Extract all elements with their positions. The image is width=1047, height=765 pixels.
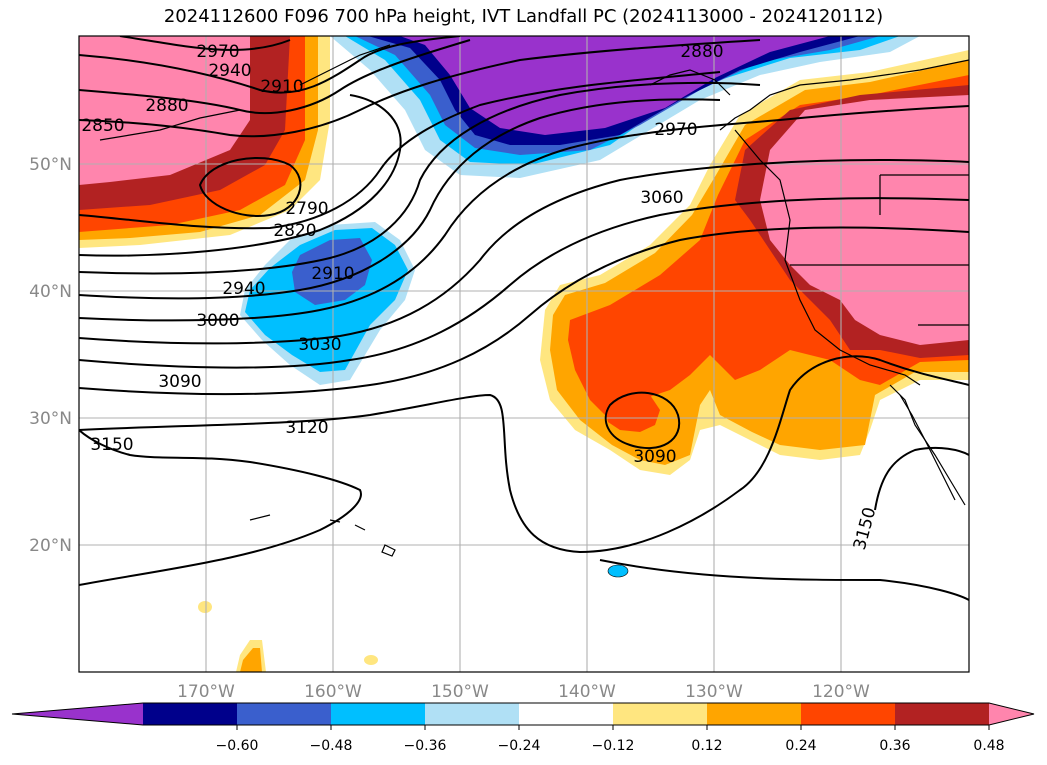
lat-label: 30°N — [29, 409, 72, 429]
colorbar-tick-label: −0.60 — [216, 738, 259, 754]
colorbar-segment — [425, 703, 520, 725]
lon-label: 150°W — [431, 682, 489, 702]
colorbar-segment — [331, 703, 426, 725]
contour-label: 3090 — [158, 372, 201, 392]
colorbar-tick-label: 0.12 — [691, 738, 722, 754]
map-border — [78, 35, 970, 673]
contour-label: 2910 — [311, 264, 354, 284]
contour-label: 3060 — [640, 188, 683, 208]
latitude-labels: 50°N 40°N 30°N 20°N — [29, 155, 72, 556]
contour-label: 3120 — [285, 418, 328, 438]
colorbar-tick-label: −0.24 — [498, 738, 541, 754]
contour-label: 2970 — [654, 120, 697, 140]
colorbar-segment — [519, 703, 614, 725]
contour-label: 2880 — [680, 42, 723, 62]
lon-label: 170°W — [177, 682, 235, 702]
colorbar-segment — [613, 703, 708, 725]
colorbar-tick-label: −0.36 — [404, 738, 447, 754]
colorbar-segment — [143, 703, 238, 725]
colorbar: −0.60 −0.48 −0.36 −0.24 −0.12 0.12 0.24 0.36 0.4… — [11, 702, 1035, 754]
contour-label: 3000 — [196, 311, 239, 331]
lat-label: 40°N — [29, 282, 72, 302]
ivt-small-features — [198, 564, 629, 672]
contour-label: 2880 — [145, 96, 188, 116]
height-contours — [79, 36, 969, 601]
colorbar-tick-label: −0.12 — [592, 738, 635, 754]
lat-label: 20°N — [29, 536, 72, 556]
contour-label: 2820 — [273, 221, 316, 241]
colorbar-max-extension — [989, 703, 1034, 725]
colorbar-outline — [11, 702, 1035, 726]
colorbar-segment — [895, 703, 990, 725]
lon-label: 130°W — [685, 682, 743, 702]
contour-label: 2940 — [222, 279, 265, 299]
map-panel: 2970 2940 2910 2880 2850 2790 2820 2910 … — [79, 36, 969, 672]
contour-label: 2910 — [260, 77, 303, 97]
contour-label: 2940 — [208, 61, 251, 81]
colorbar-segment — [707, 703, 802, 725]
colorbar-tick-label: 0.48 — [973, 738, 1004, 754]
longitude-labels: 170°W 160°W 150°W 140°W 130°W 120°W — [177, 682, 870, 702]
ivt-positive-east-region — [540, 50, 969, 475]
colorbar-tick-label: 0.36 — [879, 738, 910, 754]
lon-label: 120°W — [812, 682, 870, 702]
contour-label: 3090 — [633, 447, 676, 467]
contour-label: 2790 — [285, 199, 328, 219]
contour-label: 3150 — [90, 435, 133, 455]
map-title: 2024112600 F096 700 hPa height, IVT Land… — [163, 6, 884, 27]
ivt-negative-central-region — [240, 222, 415, 385]
contour-label: 2850 — [81, 116, 124, 136]
map-gridlines — [79, 36, 969, 672]
lon-label: 160°W — [304, 682, 362, 702]
colorbar-tick-label: −0.48 — [310, 738, 353, 754]
colorbar-segment — [801, 703, 896, 725]
colorbar-min-extension — [12, 703, 143, 725]
colorbar-tick-label: 0.24 — [785, 738, 816, 754]
contour-label: 3030 — [298, 335, 341, 355]
lon-label: 140°W — [558, 682, 616, 702]
colorbar-segment — [237, 703, 332, 725]
lat-label: 50°N — [29, 155, 72, 175]
contour-label: 2970 — [196, 42, 239, 62]
